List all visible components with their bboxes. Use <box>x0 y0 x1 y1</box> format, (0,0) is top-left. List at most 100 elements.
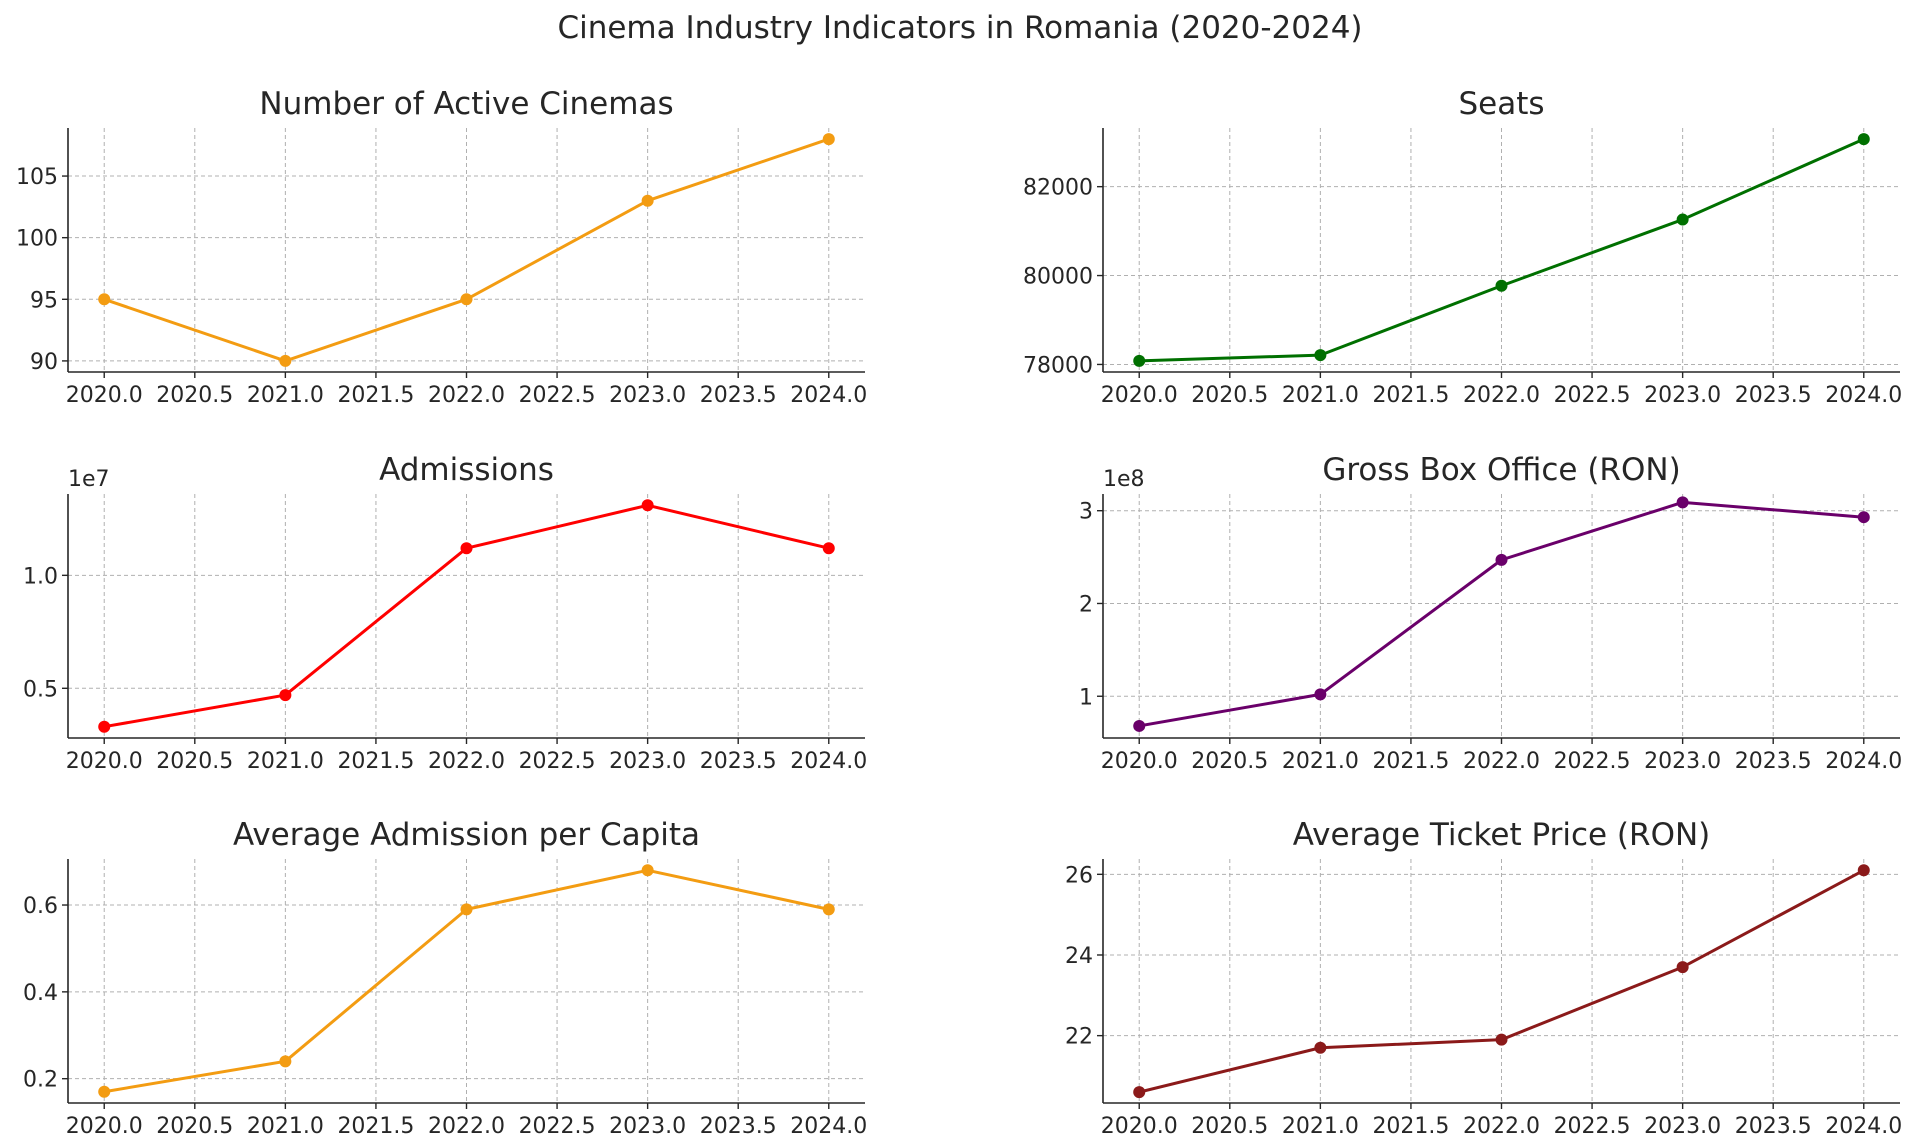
data-point <box>460 542 473 555</box>
x-tick-label: 2023.5 <box>700 749 777 774</box>
data-point <box>1495 279 1508 292</box>
chart-title: Average Admission per Capita <box>233 817 700 853</box>
x-tick-label: 2020.0 <box>66 749 143 774</box>
x-tick-label: 2020.5 <box>1191 749 1268 774</box>
data-point <box>98 1085 111 1098</box>
data-point <box>1314 1041 1327 1054</box>
x-tick-label: 2021.0 <box>1282 1114 1359 1139</box>
y-tick-label: 95 <box>30 288 58 313</box>
data-point <box>460 903 473 916</box>
x-tick-label: 2022.0 <box>428 383 505 408</box>
x-tick-label: 2020.0 <box>1101 749 1178 774</box>
y-tick-label: 2 <box>1079 592 1093 617</box>
y-tick-label: 0.2 <box>23 1068 58 1093</box>
y-tick-label: 22 <box>1065 1025 1093 1050</box>
x-tick-label: 2023.0 <box>1644 383 1721 408</box>
x-tick-label: 2023.5 <box>700 383 777 408</box>
x-tick-label: 2021.0 <box>1282 383 1359 408</box>
x-tick-label: 2021.5 <box>1372 749 1449 774</box>
data-point <box>641 194 654 207</box>
data-point <box>279 354 292 367</box>
y-tick-label: 78000 <box>1023 353 1093 378</box>
data-point <box>1133 354 1146 367</box>
x-tick-label: 2022.0 <box>1463 383 1540 408</box>
x-tick-label: 2020.0 <box>66 383 143 408</box>
figure-title: Cinema Industry Indicators in Romania (2… <box>557 10 1363 46</box>
chart-title: Seats <box>1458 86 1544 122</box>
data-point <box>1314 688 1327 701</box>
data-point <box>1495 1033 1508 1046</box>
x-tick-label: 2020.5 <box>1191 1114 1268 1139</box>
data-point <box>1133 719 1146 732</box>
data-point <box>822 903 835 916</box>
x-tick-label: 2023.0 <box>609 1114 686 1139</box>
x-tick-label: 2023.5 <box>700 1114 777 1139</box>
data-point <box>1857 864 1870 877</box>
x-tick-label: 2023.5 <box>1735 749 1812 774</box>
chart-admission-per-capita: 2020.0 2020.5 2021.0 2021.5 2022.0 2022.5 2023… <box>23 817 867 1139</box>
x-tick-label: 2021.5 <box>337 1114 414 1139</box>
chart-title: Gross Box Office (RON) <box>1322 452 1680 488</box>
chart-gross-box-office: 2020.0 2020.5 2021.0 2021.5 2022.0 2022.5 2023… <box>1079 452 1902 774</box>
data-point <box>1676 961 1689 974</box>
x-tick-label: 2021.0 <box>1282 749 1359 774</box>
data-point <box>1133 1086 1146 1099</box>
y-tick-label: 1.0 <box>23 564 58 589</box>
x-tick-label: 2024.0 <box>1825 749 1902 774</box>
data-point <box>641 864 654 877</box>
x-tick-label: 2021.5 <box>337 749 414 774</box>
x-tick-label: 2021.0 <box>247 383 324 408</box>
data-point <box>822 542 835 555</box>
data-point <box>98 720 111 733</box>
y-tick-label: 0.4 <box>23 981 58 1006</box>
y-offset-label: 1e8 <box>1103 467 1145 492</box>
y-tick-label: 26 <box>1065 863 1093 888</box>
x-tick-label: 2020.0 <box>66 1114 143 1139</box>
chart-active-cinemas: 2020.0 2020.5 2021.0 2021.5 2022.0 2022.5 2023… <box>16 86 867 408</box>
x-tick-label: 2020.5 <box>156 1114 233 1139</box>
x-tick-label: 2021.5 <box>1372 1114 1449 1139</box>
x-tick-label: 2023.5 <box>1735 383 1812 408</box>
x-tick-label: 2022.5 <box>519 383 596 408</box>
x-tick-label: 2022.5 <box>519 749 596 774</box>
x-tick-label: 2021.0 <box>247 1114 324 1139</box>
x-tick-label: 2024.0 <box>790 749 867 774</box>
x-tick-label: 2023.0 <box>609 749 686 774</box>
x-tick-label: 2022.0 <box>428 1114 505 1139</box>
data-point <box>1676 213 1689 226</box>
x-tick-label: 2020.5 <box>156 383 233 408</box>
data-point <box>822 133 835 146</box>
x-tick-label: 2024.0 <box>1825 1114 1902 1139</box>
y-offset-label: 1e7 <box>68 467 110 492</box>
x-tick-label: 2022.5 <box>1554 1114 1631 1139</box>
y-tick-label: 105 <box>16 165 58 190</box>
y-tick-label: 0.6 <box>23 894 58 919</box>
data-point <box>1495 553 1508 566</box>
y-tick-label: 24 <box>1065 944 1093 969</box>
data-point <box>279 1055 292 1068</box>
y-tick-label: 3 <box>1079 500 1093 525</box>
x-tick-label: 2023.0 <box>1644 1114 1721 1139</box>
chart-seats: 2020.0 2020.5 2021.0 2021.5 2022.0 2022.5 2023… <box>1023 86 1902 408</box>
data-point <box>98 293 111 306</box>
y-tick-label: 82000 <box>1023 176 1093 201</box>
y-tick-label: 0.5 <box>23 677 58 702</box>
x-tick-label: 2024.0 <box>1825 383 1902 408</box>
x-tick-label: 2023.0 <box>609 383 686 408</box>
chart-admissions: 2020.0 2020.5 2021.0 2021.5 2022.0 2022.5 2023… <box>23 452 867 774</box>
x-tick-label: 2020.0 <box>1101 1114 1178 1139</box>
x-tick-label: 2021.5 <box>337 383 414 408</box>
x-tick-label: 2022.0 <box>1463 1114 1540 1139</box>
data-point <box>1857 511 1870 524</box>
x-tick-label: 2021.5 <box>1372 383 1449 408</box>
x-tick-label: 2020.5 <box>156 749 233 774</box>
x-tick-label: 2022.0 <box>1463 749 1540 774</box>
x-tick-label: 2024.0 <box>790 383 867 408</box>
x-tick-label: 2022.5 <box>1554 749 1631 774</box>
data-point <box>279 689 292 702</box>
x-tick-label: 2021.0 <box>247 749 324 774</box>
y-tick-label: 100 <box>16 227 58 252</box>
x-tick-label: 2023.5 <box>1735 1114 1812 1139</box>
chart-title: Average Ticket Price (RON) <box>1293 817 1711 853</box>
